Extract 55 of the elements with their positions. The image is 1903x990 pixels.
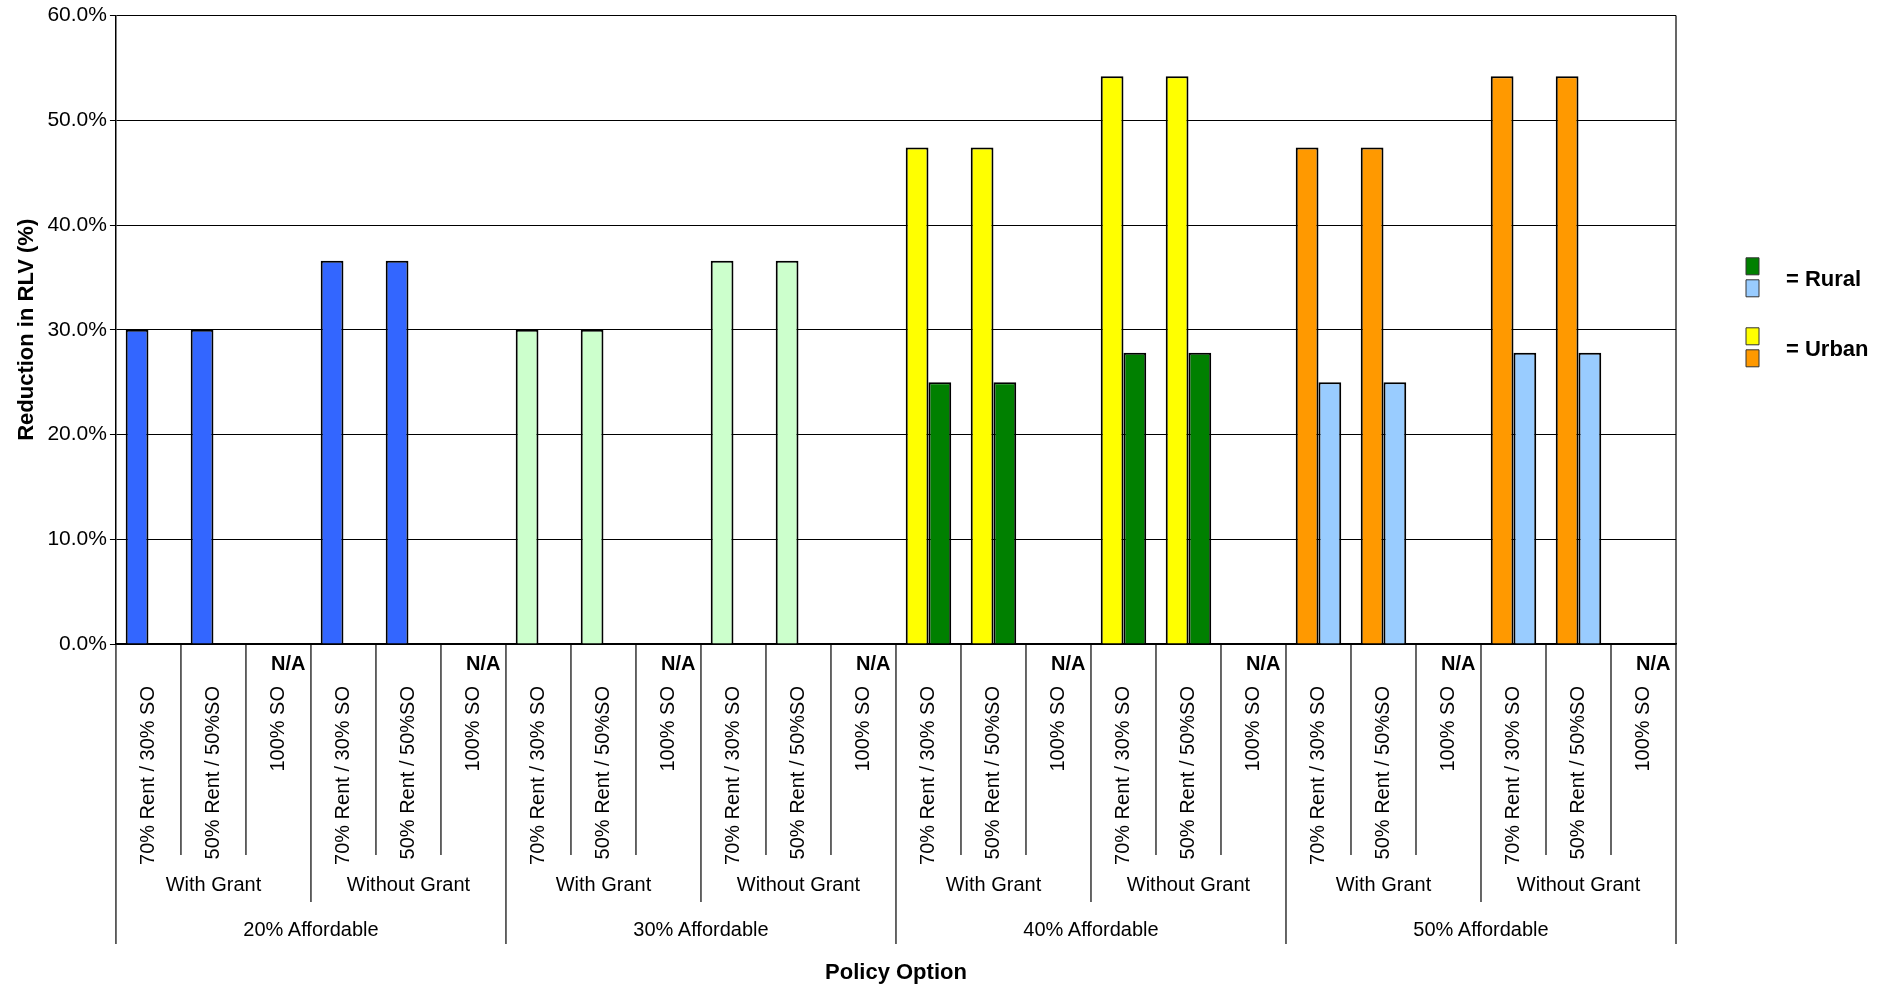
y-tick-label: 40.0% — [47, 211, 107, 235]
x-tick-label: 50% Rent / 50%SO — [980, 686, 1003, 860]
text: Without Grant — [736, 872, 861, 895]
text: N/A — [855, 651, 891, 674]
legend-label: = Rural — [1786, 265, 1862, 291]
x-tick-label: 70% Rent / 30% SO — [330, 686, 353, 865]
x-tick-label: 70% Rent / 30% SO — [135, 686, 158, 865]
x-tick-label: 100% SO — [1436, 686, 1459, 772]
text: N/A — [1246, 651, 1281, 674]
y-tick-label: 0.0% — [59, 630, 107, 654]
x-tick-label: 50% Rent / 50%SO — [590, 686, 613, 860]
x-tick-label: 70% Rent / 30% SO — [1306, 686, 1328, 865]
y-tick-label: 60.0% — [47, 2, 107, 26]
x-tick-label: 100% SO — [850, 686, 873, 772]
x-tick-label: 100% SO — [655, 686, 678, 772]
text: Without Grant — [1516, 872, 1641, 895]
text: With Grant — [945, 872, 1042, 895]
y-axis-title: Reduction in RLV (%) — [13, 218, 39, 441]
x-tick-label: 50% Rent / 50%SO — [200, 686, 223, 860]
text: 30% Affordable — [633, 917, 769, 940]
text: N/A — [1636, 651, 1671, 674]
text: 50% Affordable — [1413, 917, 1549, 940]
x-tick-label: 100% SO — [460, 686, 483, 772]
x-tick-label: 70% Rent / 30% SO — [720, 686, 743, 865]
text: 40% Affordable — [1023, 917, 1159, 940]
x-tick-label: 50% Rent / 50%SO — [785, 686, 808, 860]
x-tick-label: 70% Rent / 30% SO — [1501, 686, 1524, 865]
x-tick-label: 100% SO — [265, 686, 288, 772]
x-tick-label: 50% Rent / 50%SO — [1371, 686, 1394, 860]
x-tick-label: 70% Rent / 30% SO — [1111, 686, 1133, 865]
x-tick-label: 50% Rent / 50%SO — [395, 686, 418, 860]
text: 20% Affordable — [243, 917, 379, 940]
text: With Grant — [555, 872, 652, 895]
text: N/A — [660, 651, 696, 674]
text: With Grant — [165, 872, 262, 895]
x-tick-label: 100% SO — [1631, 686, 1654, 772]
x-tick-label: 50% Rent / 50%SO — [1176, 686, 1198, 860]
x-tick-label: 50% Rent / 50%SO — [1566, 686, 1589, 860]
y-tick-label: 30.0% — [47, 316, 107, 340]
text: N/A — [1051, 651, 1086, 674]
text: N/A — [465, 651, 501, 674]
y-tick-label: 10.0% — [47, 526, 107, 550]
text: With Grant — [1335, 872, 1432, 895]
legend-label: = Urban — [1786, 335, 1869, 361]
x-axis-title: Policy Option — [825, 959, 967, 985]
text: Without Grant — [346, 872, 471, 895]
text: Without Grant — [1126, 872, 1251, 895]
text: N/A — [270, 651, 306, 674]
y-tick-label: 20.0% — [47, 421, 107, 445]
x-tick-label: 70% Rent / 30% SO — [915, 686, 938, 865]
x-tick-label: 100% SO — [1241, 686, 1263, 772]
text: N/A — [1441, 651, 1476, 674]
y-tick-label: 50.0% — [47, 107, 107, 131]
x-tick-label: 70% Rent / 30% SO — [525, 686, 548, 865]
x-tick-label: 100% SO — [1045, 686, 1068, 772]
